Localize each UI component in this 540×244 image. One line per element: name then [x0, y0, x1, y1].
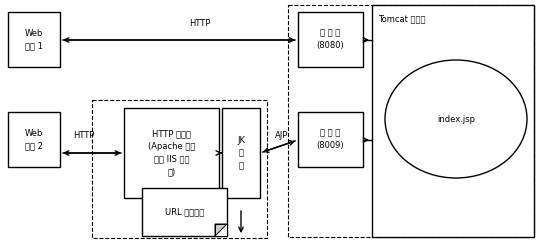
Bar	[372, 5, 534, 237]
Bar	[8, 12, 60, 67]
Text: HTTP 服务器
(Apache 服务
器或 IIS 服务
器): HTTP 服务器 (Apache 服务 器或 IIS 服务 器)	[148, 130, 195, 176]
Bar	[298, 12, 363, 67]
Text: Tomcat 服务器: Tomcat 服务器	[378, 14, 426, 23]
Text: AJP: AJP	[275, 131, 289, 140]
Polygon shape	[215, 224, 227, 236]
Bar	[124, 108, 219, 198]
Ellipse shape	[385, 60, 527, 178]
Text: JK
插
件: JK 插 件	[237, 136, 245, 170]
Text: 连 接 器
(8009): 连 接 器 (8009)	[316, 129, 345, 150]
Text: Web
客户 1: Web 客户 1	[25, 29, 43, 50]
Text: HTTP: HTTP	[190, 19, 211, 28]
Text: 连 接 器
(8080): 连 接 器 (8080)	[316, 29, 345, 50]
Bar	[222, 108, 260, 198]
Bar	[298, 112, 363, 167]
Bar	[142, 188, 227, 236]
Bar	[8, 112, 60, 167]
Text: index.jsp: index.jsp	[437, 114, 475, 123]
Bar	[288, 5, 534, 237]
Polygon shape	[215, 224, 227, 236]
Text: HTTP: HTTP	[73, 131, 94, 140]
Bar	[92, 100, 267, 238]
Text: Web
客户 2: Web 客户 2	[25, 129, 43, 150]
Text: URL 映射信息: URL 映射信息	[165, 207, 204, 216]
